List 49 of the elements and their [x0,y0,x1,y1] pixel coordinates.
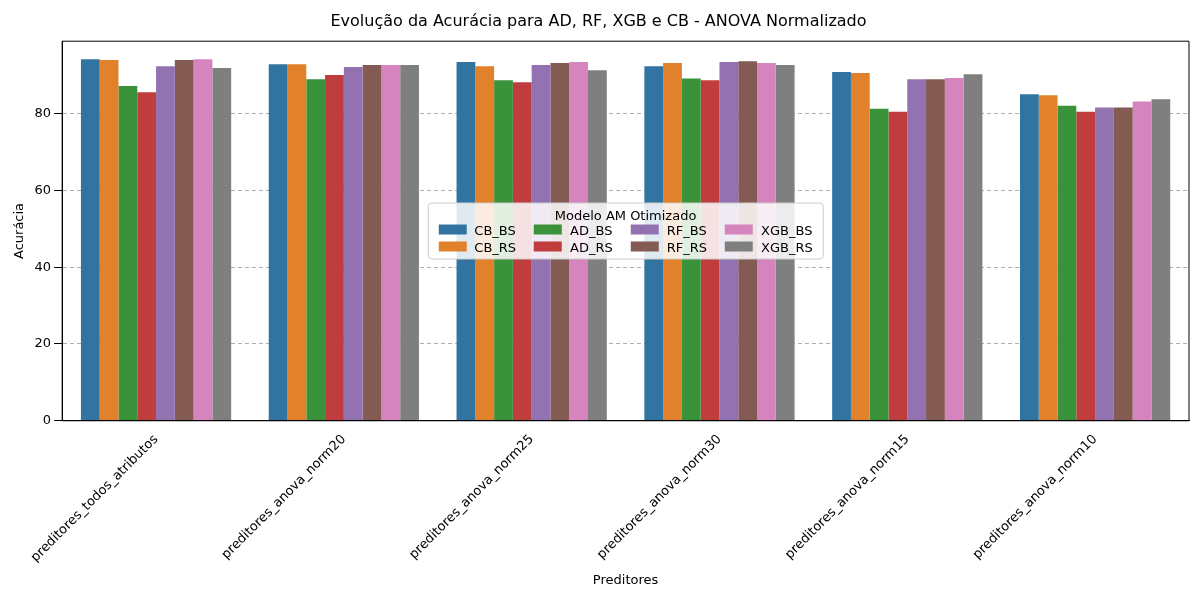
bar [926,79,945,421]
bar [400,64,419,421]
bar [944,78,964,421]
bar [268,64,288,421]
bar [137,92,157,421]
bar [888,111,908,421]
bar [1151,99,1171,421]
bar [1113,107,1133,421]
bar [306,79,326,421]
bar [869,108,889,421]
bar [118,86,138,421]
bar [99,60,119,421]
bar [174,60,194,421]
x-axis-title: Preditores [592,571,659,587]
bar [193,59,213,421]
bar [1019,94,1039,421]
bar [212,68,232,421]
bar [343,66,363,421]
chart-title: Evolução da Acurácia para AD, RF, XGB e CB - ANOVA Normalizado [330,10,867,30]
legend-label: RF_BS [666,222,707,238]
bar [907,79,927,421]
y-tick-label: 80 [34,105,52,121]
bar [287,64,307,421]
bar [325,74,344,421]
bar [1038,95,1058,421]
bar [80,59,100,421]
y-axis-title: Acurácia [11,202,27,260]
bar [1057,105,1077,421]
legend-label: AD_RS [570,239,613,255]
y-tick-label: 20 [34,335,52,351]
legend-title: Modelo AM Otimizado [553,207,698,223]
bar [963,74,983,421]
bar [1076,111,1096,421]
bar [156,66,175,421]
bar [362,64,382,421]
legend-label: CB_BS [474,222,516,238]
bar [1132,101,1152,421]
y-tick-label: 60 [34,181,52,197]
legend-label: CB_RS [474,239,517,255]
bar [832,71,851,421]
legend-label: RF_RS [666,239,708,255]
y-tick-label: 40 [34,258,52,274]
y-tick-label: 0 [42,412,52,428]
bar [381,64,401,421]
legend-label: XGB_BS [761,222,813,238]
legend-label: XGB_RS [761,239,813,255]
bar [1095,107,1114,421]
legend-label: AD_BS [570,222,613,238]
bar [850,73,870,421]
